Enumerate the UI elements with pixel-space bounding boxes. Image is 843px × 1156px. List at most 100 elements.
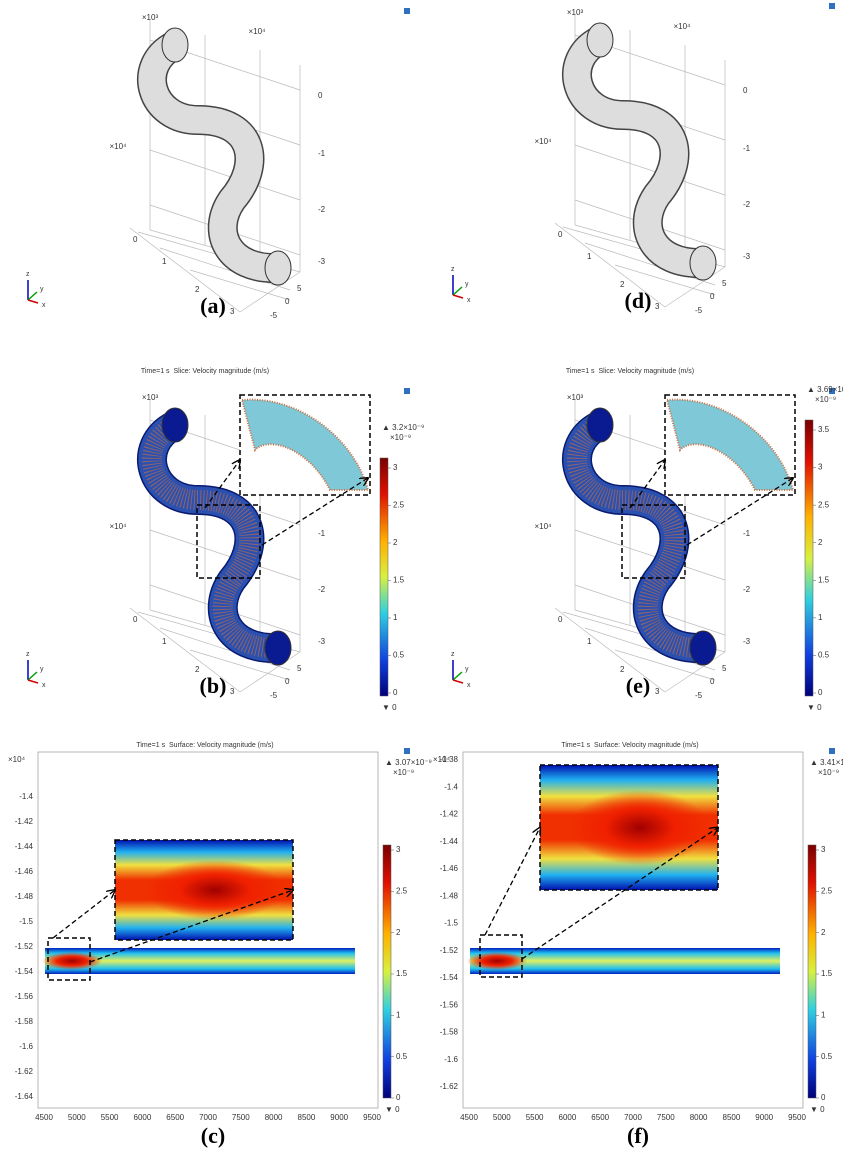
colorbar-tick-label: 2.5 — [393, 501, 405, 510]
axis-label: ×10³ — [142, 393, 159, 402]
y-tick-label: -1.62 — [15, 1067, 34, 1076]
tube-cap — [161, 27, 189, 63]
grid-line — [664, 651, 726, 693]
tube-streamlines — [142, 416, 279, 659]
x-tick-label: 5000 — [493, 1113, 511, 1122]
depth-tick-label: 0 — [133, 615, 138, 624]
axis-label: ×10⁴ — [534, 522, 552, 531]
triad-label: x — [42, 302, 46, 309]
y-tick-label: -1.6 — [444, 1055, 458, 1064]
colorbar-tick-label: 2 — [393, 538, 398, 547]
panel-title: Time=1 s Surface: Velocity magnitude (m/… — [561, 742, 698, 749]
axis-label: ×10³ — [567, 393, 584, 402]
vertical-tick-label: -2 — [318, 585, 326, 594]
plot-frame — [37, 751, 379, 1109]
y-tick-label: -1.62 — [440, 1082, 459, 1091]
colorbar-exponent: ×10⁻⁹ — [815, 395, 836, 404]
zoom-arrow — [521, 828, 718, 960]
axis-label: ×10⁴ — [248, 27, 266, 36]
grid-line — [574, 529, 726, 581]
zoom-arrow — [629, 460, 665, 509]
x-tick-label: 8500 — [723, 1113, 741, 1122]
depth-tick-label: 3 — [655, 687, 660, 696]
colorbar — [807, 844, 817, 1099]
vertical-tick-label: -3 — [318, 637, 326, 646]
y-tick-label: -1.54 — [15, 967, 34, 976]
colorbar-exponent: ×10⁻⁹ — [390, 433, 411, 442]
depth-tick-label: 1 — [162, 637, 167, 646]
width-tick-label: 0 — [710, 292, 715, 301]
colorbar-tick-label: 2.5 — [396, 886, 408, 895]
inset-flow — [240, 398, 370, 491]
y-tick-label: -1.64 — [15, 1092, 34, 1101]
triad-y — [27, 291, 38, 301]
y-tick-label: -1.52 — [440, 946, 459, 955]
colorbar-tick-label: 0 — [396, 1093, 401, 1102]
width-tick-label: -5 — [695, 691, 703, 700]
y-tick-label: -1.44 — [440, 837, 459, 846]
colorbar-tick-label: 0 — [821, 1093, 826, 1102]
x-tick-label: 7000 — [624, 1113, 642, 1122]
panel-label: (b) — [200, 673, 227, 698]
triad-x — [27, 299, 39, 304]
triad-x — [27, 679, 39, 684]
inset-hot — [145, 860, 285, 920]
colorbar — [382, 844, 392, 1099]
colorbar-max-label: ▲ 3.41×10⁻⁹ — [810, 758, 843, 767]
vertical-tick-label: -1 — [743, 529, 751, 538]
vertical-tick-label: -1 — [318, 529, 326, 538]
grid-line — [149, 529, 301, 581]
y-tick-label: -1.56 — [440, 1000, 459, 1009]
colorbar-tick-label: 1 — [821, 1010, 826, 1019]
triad-label: y — [40, 666, 44, 673]
zoom-arrow — [204, 460, 240, 509]
panel-title: Time=1 s Slice: Velocity magnitude (m/s) — [566, 368, 694, 375]
corner-icon — [404, 388, 410, 394]
colorbar-tick-label: 3.5 — [818, 425, 830, 434]
colorbar-tick-label: 2.5 — [818, 500, 830, 509]
x-tick-label: 6500 — [591, 1113, 609, 1122]
x-tick-label: 6000 — [134, 1113, 152, 1122]
grid-line — [129, 607, 241, 693]
axis-label: ×10³ — [567, 8, 584, 17]
depth-tick-label: 0 — [133, 235, 138, 244]
triad-label: x — [467, 297, 471, 304]
grid-line — [574, 144, 726, 196]
zoom-arrow — [261, 478, 368, 546]
colorbar-min-label: ▼ 0 — [385, 1105, 400, 1114]
triad-label: y — [40, 286, 44, 293]
triad-x — [452, 679, 464, 684]
x-tick-label: 9000 — [330, 1113, 348, 1122]
x-tick-label: 8000 — [265, 1113, 283, 1122]
colorbar-tick-label: 0.5 — [393, 651, 405, 660]
width-tick-label: 0 — [285, 677, 290, 686]
grid-line — [554, 607, 666, 693]
colorbar-min-label: ▼ 0 — [807, 703, 822, 712]
x-tick-label: 8500 — [298, 1113, 316, 1122]
panel-label: (a) — [200, 293, 226, 318]
colorbar-tick-label: 3 — [396, 845, 401, 854]
vertical-tick-label: -3 — [318, 257, 326, 266]
y-tick-label: -1.38 — [440, 755, 459, 764]
y-tick-label: -1.56 — [15, 992, 34, 1001]
grid-line — [554, 222, 666, 308]
width-tick-label: 5 — [297, 664, 302, 673]
width-tick-label: 5 — [722, 664, 727, 673]
grid-line — [189, 269, 291, 301]
depth-tick-label: 1 — [587, 252, 592, 261]
grid-line — [614, 264, 716, 296]
y-tick-label: -1.4 — [444, 782, 458, 791]
colorbar-min-label: ▼ 0 — [382, 703, 397, 712]
zoom-arrow — [686, 478, 793, 546]
depth-tick-label: 2 — [195, 665, 200, 674]
triad-label: z — [26, 651, 30, 658]
colorbar-tick-label: 3 — [821, 845, 826, 854]
axis-label: ×10³ — [142, 13, 159, 22]
y-tick-label: -1.5 — [19, 917, 33, 926]
tube-cap — [264, 630, 292, 666]
tube-cap — [264, 250, 292, 286]
x-tick-label: 7500 — [657, 1113, 675, 1122]
zoom-arrow — [89, 890, 293, 963]
x-tick-label: 9500 — [363, 1113, 381, 1122]
